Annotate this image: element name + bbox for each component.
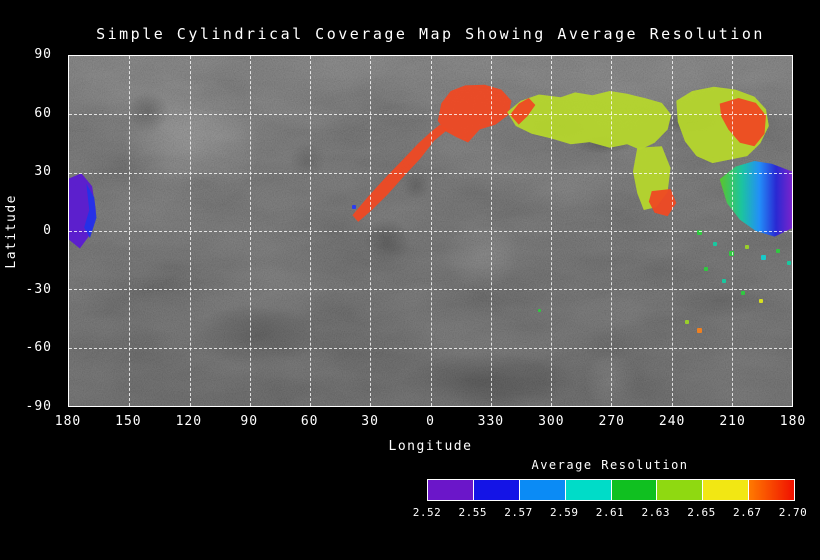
colorbar-title: Average Resolution bbox=[531, 458, 689, 472]
plot-title: Simple Cylindrical Coverage Map Showing … bbox=[96, 25, 765, 43]
x-tick-label: 240 bbox=[658, 414, 686, 429]
colorbar-segment bbox=[702, 480, 749, 500]
map-plot-area bbox=[68, 55, 793, 407]
coverage-speck bbox=[713, 241, 718, 246]
x-tick-label: 330 bbox=[477, 414, 505, 429]
y-tick-label: 30 bbox=[34, 164, 52, 180]
coverage-region-band-red-streak bbox=[510, 98, 536, 125]
x-tick-label: 270 bbox=[598, 414, 625, 429]
coverage-speck bbox=[760, 255, 766, 261]
coverage-speck bbox=[696, 229, 702, 235]
colorbar-tick-label: 2.67 bbox=[733, 506, 762, 519]
y-tick-label: 90 bbox=[34, 47, 52, 62]
x-tick-label: 300 bbox=[538, 414, 565, 429]
coverage-speck bbox=[776, 248, 781, 253]
y-tick-label: -60 bbox=[25, 340, 52, 356]
y-tick-label: 60 bbox=[34, 105, 52, 121]
colorbar-segment bbox=[610, 480, 657, 500]
coverage-region-north-chartreuse-band bbox=[507, 91, 672, 150]
x-tick-label: 210 bbox=[719, 414, 746, 429]
colorbar-tick-label: 2.57 bbox=[504, 506, 533, 519]
longitude-axis-title: Longitude bbox=[388, 439, 473, 454]
colorbar-segment bbox=[472, 480, 519, 500]
coverage-speck bbox=[729, 250, 735, 256]
colorbar-tick-label: 2.59 bbox=[550, 506, 579, 519]
colorbar-tick-label: 2.55 bbox=[458, 506, 487, 519]
x-tick-label: 180 bbox=[54, 414, 82, 429]
colorbar-tick-label: 2.63 bbox=[641, 506, 670, 519]
y-axis-tick-labels: 90 60 30 0 -30 -60 -90 bbox=[0, 47, 60, 414]
y-tick-label: -30 bbox=[25, 281, 52, 297]
x-tick-label: 180 bbox=[779, 414, 807, 429]
coverage-speck bbox=[722, 278, 727, 283]
x-tick-label: 120 bbox=[175, 414, 203, 429]
colorbar-tick-label: 2.65 bbox=[687, 506, 716, 519]
colorbar-tick-label: 2.70 bbox=[778, 506, 808, 519]
coverage-speck bbox=[538, 308, 542, 312]
coverage-speck bbox=[696, 327, 702, 333]
coverage-speck bbox=[787, 260, 792, 265]
coverage-region-north-red-blob bbox=[437, 84, 512, 143]
x-tick-label: 150 bbox=[115, 414, 142, 429]
colorbar-segment bbox=[748, 480, 794, 500]
coverage-regions-overlay bbox=[69, 84, 792, 249]
coverage-region-east-cluster-red-blob bbox=[719, 98, 766, 147]
colorbar-tick-label: 2.61 bbox=[595, 506, 625, 519]
colorbar-segment bbox=[428, 480, 473, 500]
coverage-region-red-diagonal-arc bbox=[352, 124, 448, 222]
colorbar-tick-label: 2.52 bbox=[412, 506, 442, 519]
coverage-speck bbox=[745, 244, 750, 249]
coverage-speck bbox=[758, 298, 763, 303]
x-tick-label: 0 bbox=[426, 414, 435, 429]
colorbar-segment bbox=[564, 480, 611, 500]
y-tick-label: -90 bbox=[25, 399, 52, 414]
coverage-region-east-limb-rainbow-patch bbox=[719, 161, 792, 237]
coverage-speck bbox=[703, 266, 708, 271]
y-tick-label: 0 bbox=[43, 223, 52, 238]
x-axis-tick-labels: 180 150 120 90 60 30 0 330 300 270 240 210 180 bbox=[55, 414, 805, 432]
colorbar bbox=[427, 479, 795, 501]
coverage-speck bbox=[351, 204, 356, 209]
coverage-region-west-limb-blue-fringe bbox=[84, 183, 97, 238]
colorbar-segment bbox=[518, 480, 565, 500]
x-tick-label: 90 bbox=[240, 414, 259, 429]
x-tick-label: 30 bbox=[361, 414, 379, 429]
x-tick-label: 60 bbox=[300, 414, 319, 429]
colorbar-tick-labels: 2.52 2.55 2.57 2.59 2.61 2.63 2.65 2.67 2.70 bbox=[413, 506, 807, 520]
coverage-speck bbox=[740, 290, 745, 295]
coverage-speck bbox=[685, 319, 690, 324]
coverage-region-small-red-patch-south bbox=[648, 189, 677, 217]
colorbar-segment bbox=[656, 480, 703, 500]
